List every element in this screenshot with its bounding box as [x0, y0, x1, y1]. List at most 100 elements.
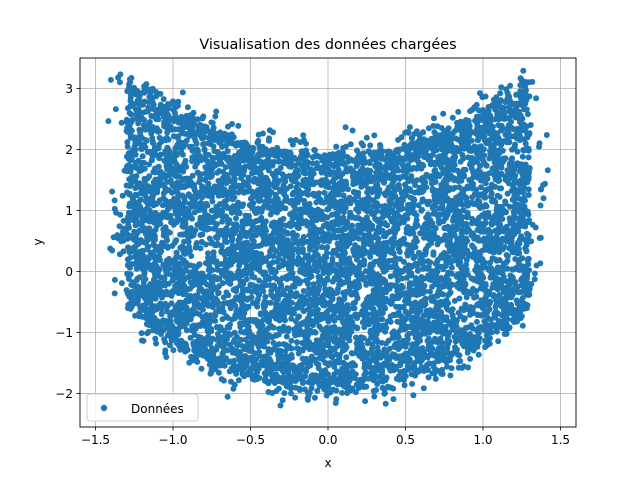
data-point — [225, 205, 231, 211]
data-point — [422, 252, 428, 258]
data-point — [181, 250, 187, 256]
data-point — [380, 179, 386, 185]
data-point — [471, 295, 477, 301]
data-point — [198, 217, 204, 223]
data-point — [303, 183, 309, 189]
data-point — [306, 286, 312, 292]
data-point — [469, 216, 475, 222]
data-point — [526, 256, 532, 262]
data-point — [432, 167, 438, 173]
data-point — [233, 221, 239, 227]
data-point — [188, 253, 194, 259]
data-point — [458, 313, 464, 319]
data-point — [448, 248, 454, 254]
data-point — [421, 302, 427, 308]
data-point — [492, 159, 498, 165]
data-point — [460, 189, 466, 195]
data-point — [388, 190, 394, 196]
data-point — [183, 264, 189, 270]
data-point — [503, 260, 509, 266]
data-point — [363, 282, 369, 288]
data-point — [164, 243, 170, 249]
data-point — [277, 188, 283, 194]
data-point — [133, 160, 139, 166]
data-point — [469, 232, 475, 238]
data-point — [141, 271, 147, 277]
data-point — [141, 117, 147, 123]
data-point — [126, 85, 132, 91]
data-point — [476, 303, 482, 309]
data-point — [224, 289, 230, 295]
data-point — [431, 339, 437, 345]
data-point — [480, 194, 486, 200]
data-point — [371, 212, 377, 218]
data-point — [334, 290, 340, 296]
data-point — [279, 262, 285, 268]
data-point — [497, 292, 503, 298]
data-point — [458, 159, 464, 165]
data-point — [388, 319, 394, 325]
data-point — [373, 289, 379, 295]
data-point — [230, 203, 236, 209]
data-point — [249, 274, 255, 280]
data-point — [233, 308, 239, 314]
data-point — [170, 199, 176, 205]
data-point — [279, 306, 285, 312]
data-point — [445, 300, 451, 306]
data-point — [128, 157, 134, 163]
data-point — [448, 185, 454, 191]
data-point — [508, 280, 514, 286]
data-point — [350, 301, 356, 307]
data-point — [422, 288, 428, 294]
data-point — [526, 154, 532, 160]
data-point — [466, 253, 472, 259]
data-point — [384, 240, 390, 246]
data-point — [363, 314, 369, 320]
data-point — [375, 339, 381, 345]
data-point — [307, 247, 313, 253]
data-point — [229, 210, 235, 216]
data-point — [348, 200, 354, 206]
data-point — [357, 336, 363, 342]
data-point — [127, 182, 133, 188]
data-point — [151, 220, 157, 226]
data-point — [127, 255, 133, 261]
data-point — [324, 244, 330, 250]
data-point — [228, 262, 234, 268]
data-point — [500, 267, 506, 273]
data-point — [225, 148, 231, 154]
data-point — [354, 315, 360, 321]
data-point — [441, 236, 447, 242]
data-point — [396, 309, 402, 315]
data-point — [523, 141, 529, 147]
data-point — [202, 323, 208, 329]
data-point — [445, 242, 451, 248]
data-point — [129, 213, 135, 219]
data-point — [414, 302, 420, 308]
data-point — [411, 165, 417, 171]
data-point — [461, 307, 467, 313]
data-point — [274, 349, 280, 355]
data-point — [371, 275, 377, 281]
data-point — [292, 293, 298, 299]
data-point — [138, 146, 144, 152]
data-point — [153, 296, 159, 302]
data-point — [288, 338, 294, 344]
data-point — [277, 217, 283, 223]
data-point — [363, 370, 369, 376]
data-point — [214, 221, 220, 227]
data-point — [188, 214, 194, 220]
data-point — [510, 267, 516, 273]
data-point — [325, 206, 331, 212]
data-point — [417, 338, 423, 344]
data-point — [327, 360, 333, 366]
data-point — [499, 277, 505, 283]
data-point — [269, 190, 275, 196]
data-point — [272, 275, 278, 281]
data-point — [192, 332, 198, 338]
data-point — [178, 300, 184, 306]
data-point — [237, 320, 243, 326]
data-point — [142, 226, 148, 232]
data-point — [204, 214, 210, 220]
data-point — [419, 274, 425, 280]
